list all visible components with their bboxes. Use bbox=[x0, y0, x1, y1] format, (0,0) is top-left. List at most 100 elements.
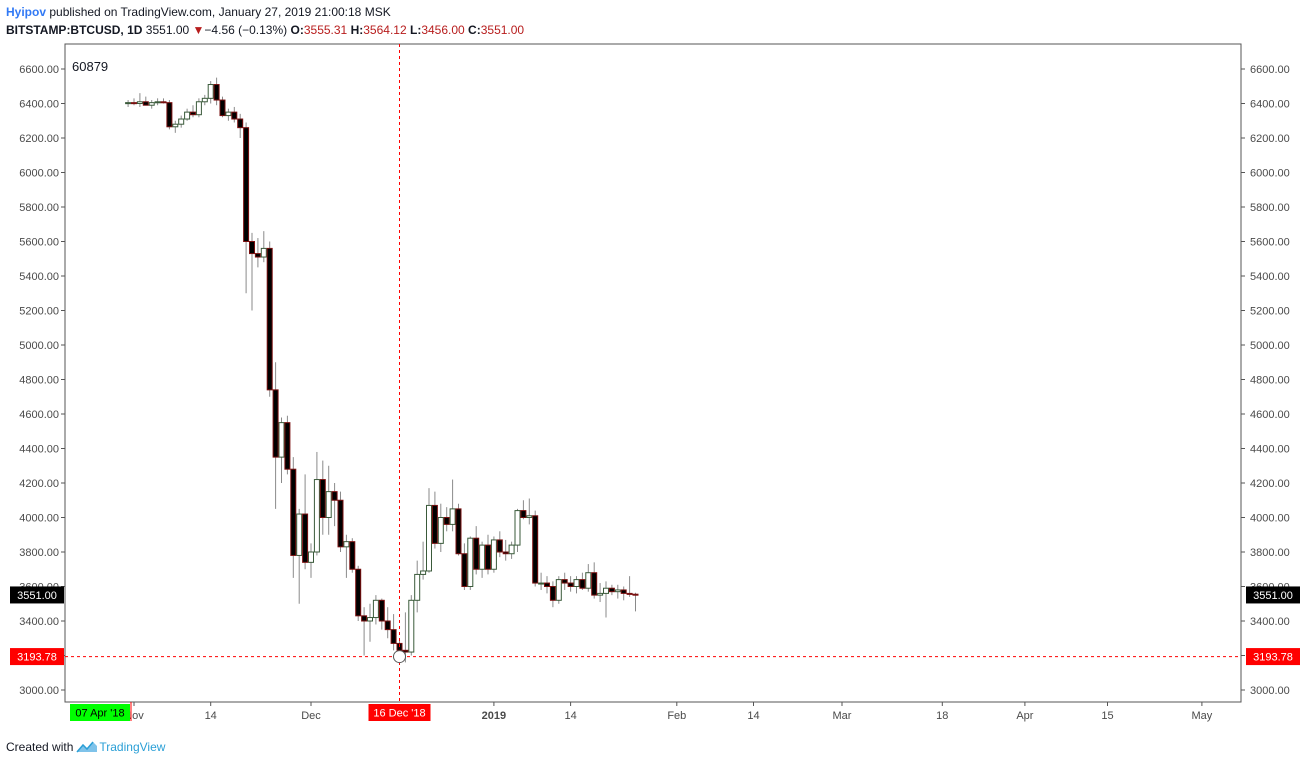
candle-body-down bbox=[455, 508, 462, 555]
candle-body-down bbox=[284, 422, 291, 470]
candle bbox=[579, 572, 586, 590]
candle-body-down bbox=[355, 568, 362, 617]
candle bbox=[142, 96, 149, 106]
crosshair-price-label-right-text: 3193.78 bbox=[1253, 652, 1293, 664]
candle bbox=[544, 576, 550, 594]
candle bbox=[290, 457, 297, 578]
y-tick-label-right: 4000.00 bbox=[1250, 513, 1290, 525]
footer: Created with TradingView bbox=[6, 740, 165, 754]
x-tick-label: Apr bbox=[1016, 710, 1033, 722]
crosshair-price-label-left-bg bbox=[10, 648, 64, 666]
candles bbox=[125, 77, 639, 663]
candle bbox=[148, 100, 155, 109]
candle-body-down bbox=[632, 593, 639, 596]
candle bbox=[367, 603, 373, 642]
candle bbox=[166, 100, 173, 130]
y-tick-label-right: 6000.00 bbox=[1250, 168, 1290, 180]
candle-body-down bbox=[549, 586, 556, 601]
candle-body-down bbox=[213, 84, 220, 101]
candle bbox=[426, 488, 432, 573]
candle-body-up bbox=[555, 579, 562, 601]
candle bbox=[437, 503, 444, 552]
candle bbox=[485, 534, 491, 575]
tradingview-brand[interactable]: TradingView bbox=[99, 740, 166, 754]
ohlc-legend: BITSTAMP:BTCUSD, 1D 3551.00 ▼−4.56 (−0.1… bbox=[6, 23, 524, 37]
candle-body-up bbox=[426, 504, 432, 572]
low-value: 3456.00 bbox=[421, 23, 465, 37]
candle-body-down bbox=[532, 515, 539, 584]
y-tick-label-left: 6400.00 bbox=[19, 99, 59, 111]
candle bbox=[313, 451, 320, 556]
crosshair-price-label-right-bg bbox=[1246, 648, 1300, 666]
candle bbox=[219, 96, 226, 118]
candle-body-up bbox=[308, 551, 314, 563]
price-change: −4.56 (−0.13%) bbox=[204, 23, 288, 37]
candle-body-down bbox=[219, 99, 226, 117]
y-tick-label-right: 4200.00 bbox=[1250, 478, 1290, 490]
candle-body-down bbox=[361, 615, 368, 622]
candle-body-up bbox=[178, 118, 185, 125]
candle-body-up bbox=[313, 479, 320, 553]
y-tick-label-right: 4600.00 bbox=[1250, 409, 1290, 421]
candle-body-up bbox=[585, 572, 592, 589]
candle bbox=[296, 508, 303, 604]
candle bbox=[632, 592, 639, 612]
candle bbox=[260, 231, 267, 263]
candle-body-down bbox=[190, 111, 196, 116]
candle bbox=[343, 534, 350, 578]
y-tick-label-right: 6400.00 bbox=[1250, 99, 1290, 111]
candle-body-up bbox=[296, 513, 303, 556]
candle bbox=[620, 586, 627, 601]
candle bbox=[225, 108, 232, 121]
candle-body-down bbox=[544, 582, 550, 587]
candle-body-down bbox=[520, 510, 527, 519]
price-chart[interactable]: 6600.00 6400.00 6200.00 6000.00 5800.00 5600.… bbox=[0, 0, 1311, 735]
candle bbox=[532, 510, 539, 587]
candle bbox=[490, 536, 497, 573]
candle-body-up bbox=[597, 592, 604, 596]
high-label: H: bbox=[350, 23, 364, 37]
candle-body-down bbox=[254, 253, 261, 258]
candle-body-up bbox=[449, 508, 456, 525]
candle-body-down bbox=[272, 389, 279, 458]
candle-body-down bbox=[496, 539, 503, 553]
candle-body-up bbox=[225, 111, 232, 117]
candle bbox=[361, 607, 368, 656]
candle-body-up bbox=[148, 102, 155, 106]
candle bbox=[549, 581, 556, 608]
high-value: 3564.12 bbox=[363, 23, 407, 37]
author-name[interactable]: Hyipov bbox=[6, 5, 47, 19]
candle-body-down bbox=[561, 579, 568, 584]
last-price-label-left: 3551.00 bbox=[10, 586, 64, 604]
candle-body-down bbox=[384, 620, 391, 631]
candle-body-up bbox=[408, 599, 415, 653]
last-price-label-right-bg bbox=[1246, 586, 1300, 604]
candle-body-up bbox=[172, 123, 179, 128]
candle-body-up bbox=[526, 515, 533, 519]
candle bbox=[213, 77, 220, 106]
x-axis[interactable]: Nov 14 Dec 2019 14 Feb 14 Mar 18 Apr 15 May bbox=[124, 702, 1213, 722]
x-tick-label: 15 bbox=[1101, 710, 1113, 722]
candle bbox=[349, 538, 356, 573]
candle bbox=[355, 565, 362, 621]
y-tick-label-right: 4400.00 bbox=[1250, 444, 1290, 456]
candle-body-down bbox=[390, 629, 397, 644]
candle-body-up bbox=[136, 101, 143, 105]
y-axis-left[interactable]: 6600.00 6400.00 6200.00 6000.00 5800.00 5600.… bbox=[19, 64, 65, 697]
y-tick-label-left: 4200.00 bbox=[19, 478, 59, 490]
y-tick-label-left: 5000.00 bbox=[19, 340, 59, 352]
candle bbox=[284, 415, 291, 475]
candle-body-down bbox=[473, 537, 480, 570]
candle-body-down bbox=[378, 599, 385, 622]
candle-body-down bbox=[591, 572, 598, 596]
candle bbox=[195, 98, 202, 118]
x-tick-label: Feb bbox=[667, 710, 686, 722]
candle bbox=[561, 572, 568, 590]
y-tick-label-left: 3400.00 bbox=[19, 616, 59, 628]
candle bbox=[526, 498, 533, 525]
y-tick-label-right: 5200.00 bbox=[1250, 306, 1290, 318]
candle-body-up bbox=[207, 84, 214, 99]
y-tick-label-right: 3800.00 bbox=[1250, 547, 1290, 559]
candle bbox=[178, 115, 185, 128]
candle-body-down bbox=[579, 579, 586, 589]
